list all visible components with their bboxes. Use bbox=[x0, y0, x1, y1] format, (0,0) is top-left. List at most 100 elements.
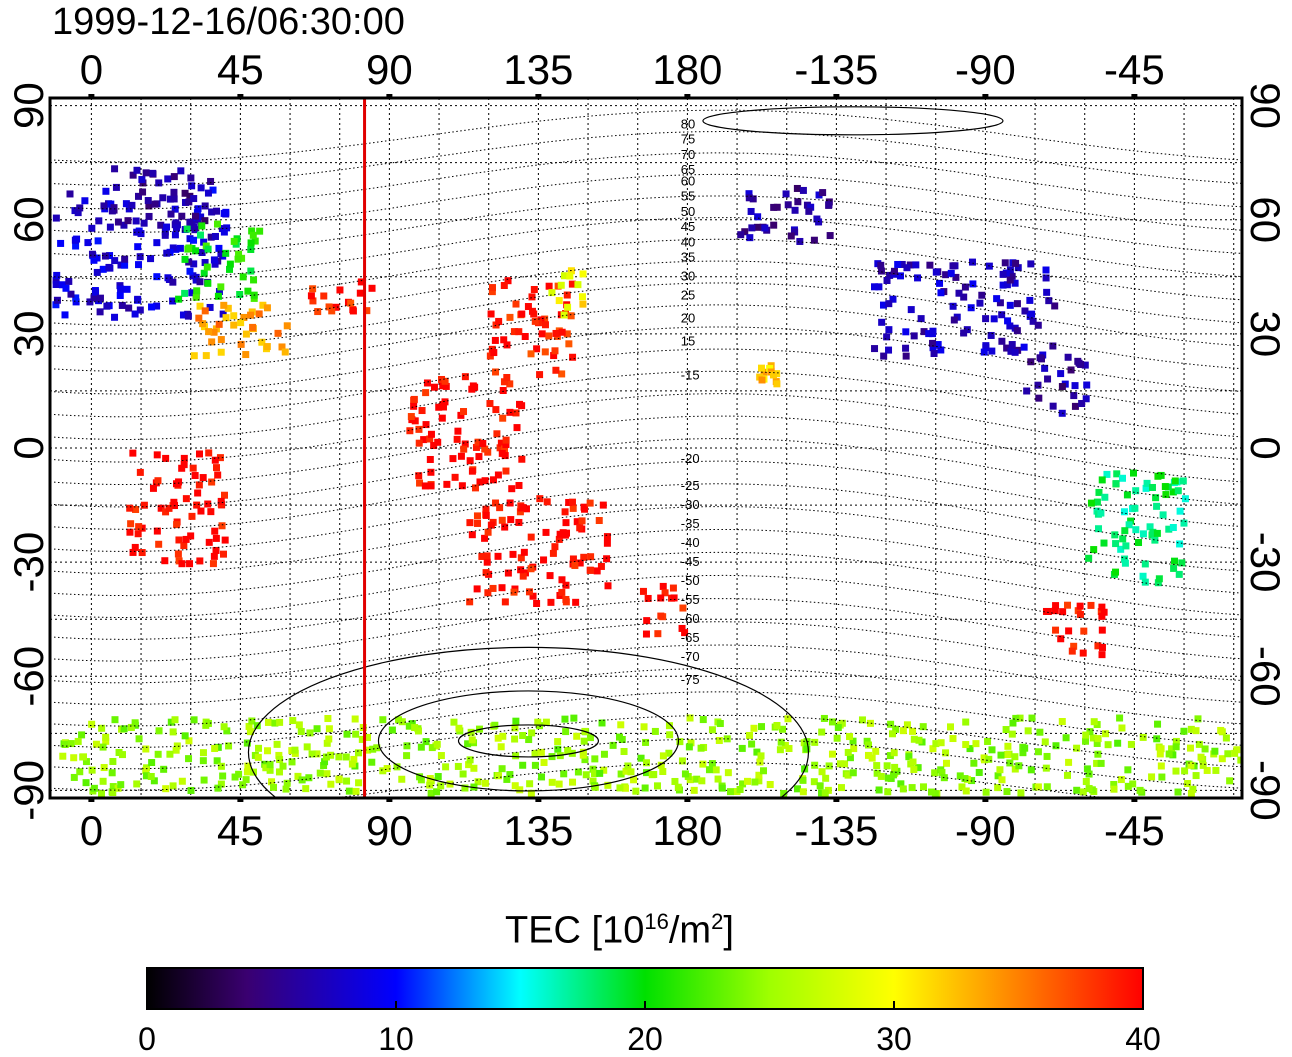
tec-cell bbox=[1135, 539, 1143, 547]
tec-cell bbox=[578, 293, 586, 301]
tec-cell bbox=[1143, 479, 1151, 487]
tec-cell bbox=[980, 348, 988, 356]
tec-cell bbox=[358, 735, 366, 743]
tec-cell bbox=[175, 536, 183, 544]
tec-cell bbox=[1006, 322, 1014, 330]
tec-cell bbox=[177, 167, 185, 175]
tec-cell bbox=[1149, 528, 1157, 536]
tec-cell bbox=[929, 327, 937, 335]
tec-cell bbox=[516, 508, 524, 516]
tec-cell bbox=[580, 737, 588, 745]
tec-cell bbox=[542, 718, 550, 726]
tec-cell bbox=[799, 186, 807, 194]
tec-cell bbox=[871, 345, 879, 353]
tec-cell bbox=[481, 445, 489, 453]
tec-cell bbox=[131, 719, 139, 727]
tec-cell bbox=[937, 289, 945, 297]
y-tick-label-right: 60 bbox=[1242, 196, 1289, 243]
tec-cell bbox=[718, 784, 726, 792]
tec-cell bbox=[283, 779, 291, 787]
tec-cell bbox=[506, 408, 514, 416]
tec-cell bbox=[211, 232, 219, 240]
tec-cell bbox=[503, 775, 511, 783]
tec-cell bbox=[506, 499, 514, 507]
tec-cell bbox=[196, 302, 204, 310]
tec-cell bbox=[563, 330, 571, 338]
tec-cell bbox=[1172, 737, 1180, 745]
tec-cell bbox=[198, 248, 206, 256]
tec-cell bbox=[482, 511, 490, 519]
tec-cell bbox=[509, 550, 517, 558]
tec-cell bbox=[153, 273, 161, 281]
tec-cell bbox=[540, 556, 548, 564]
tec-cell bbox=[1117, 545, 1125, 553]
tec-cell bbox=[534, 718, 542, 726]
tec-cell bbox=[872, 747, 880, 755]
tec-cell bbox=[1161, 483, 1169, 491]
tec-cell bbox=[885, 326, 893, 334]
tec-cell bbox=[908, 784, 916, 792]
tec-cell bbox=[999, 270, 1007, 278]
tec-cell bbox=[657, 761, 665, 769]
tec-cell bbox=[542, 528, 550, 536]
tec-cell bbox=[654, 630, 662, 638]
tec-cell bbox=[657, 594, 665, 602]
tec-cell bbox=[157, 504, 165, 512]
tec-cell bbox=[200, 238, 208, 246]
tec-cell bbox=[552, 366, 560, 374]
tec-cell bbox=[454, 762, 462, 770]
tec-cell bbox=[686, 714, 694, 722]
tec-cell bbox=[466, 457, 474, 465]
tec-cell bbox=[1117, 776, 1125, 784]
tec-cell bbox=[1184, 780, 1192, 788]
x-tick-label-bottom: 0 bbox=[80, 807, 103, 854]
tec-observations bbox=[52, 165, 1242, 798]
tec-cell bbox=[527, 350, 535, 358]
tec-cell bbox=[591, 770, 599, 778]
tec-cell bbox=[515, 328, 523, 336]
tec-cell bbox=[53, 271, 61, 279]
tec-cell bbox=[930, 349, 938, 357]
tec-cell bbox=[191, 212, 199, 220]
tec-cell bbox=[352, 730, 360, 738]
tec-cell bbox=[97, 790, 105, 798]
tec-cell bbox=[863, 737, 871, 745]
tec-cell bbox=[213, 207, 221, 215]
tec-cell bbox=[687, 739, 695, 747]
tec-cell bbox=[1079, 649, 1087, 657]
tec-cell bbox=[1121, 559, 1129, 567]
tec-cell bbox=[471, 484, 479, 492]
tec-cell bbox=[910, 766, 918, 774]
tec-cell bbox=[573, 732, 581, 740]
tec-cell bbox=[678, 757, 686, 765]
tec-cell bbox=[422, 738, 430, 746]
tec-cell bbox=[1085, 785, 1093, 793]
tec-cell bbox=[1154, 720, 1162, 728]
contour-label: -50 bbox=[681, 573, 700, 588]
tec-cell bbox=[138, 524, 146, 532]
tec-cell bbox=[142, 772, 150, 780]
tec-cell bbox=[500, 378, 508, 386]
tec-cell bbox=[492, 368, 500, 376]
tec-cell bbox=[276, 756, 284, 764]
tec-cell bbox=[1006, 266, 1014, 274]
tec-cell bbox=[942, 759, 950, 767]
tec-cell bbox=[766, 780, 774, 788]
tec-cell bbox=[1059, 608, 1067, 616]
tec-cell bbox=[715, 736, 723, 744]
tec-cell bbox=[207, 177, 215, 185]
tec-region bbox=[108, 165, 215, 234]
tec-cell bbox=[548, 289, 556, 297]
tec-cell bbox=[1157, 762, 1165, 770]
y-tick-label-right: 90 bbox=[1242, 82, 1289, 129]
tec-cell bbox=[421, 482, 429, 490]
tec-cell bbox=[844, 748, 852, 756]
tec-cell bbox=[303, 743, 311, 751]
tec-cell bbox=[773, 721, 781, 729]
tec-cell bbox=[538, 773, 546, 781]
tec-cell bbox=[1087, 601, 1095, 609]
tec-cell bbox=[96, 308, 104, 316]
tec-cell bbox=[461, 440, 469, 448]
tec-cell bbox=[1136, 786, 1144, 794]
tec-cell bbox=[72, 298, 80, 306]
